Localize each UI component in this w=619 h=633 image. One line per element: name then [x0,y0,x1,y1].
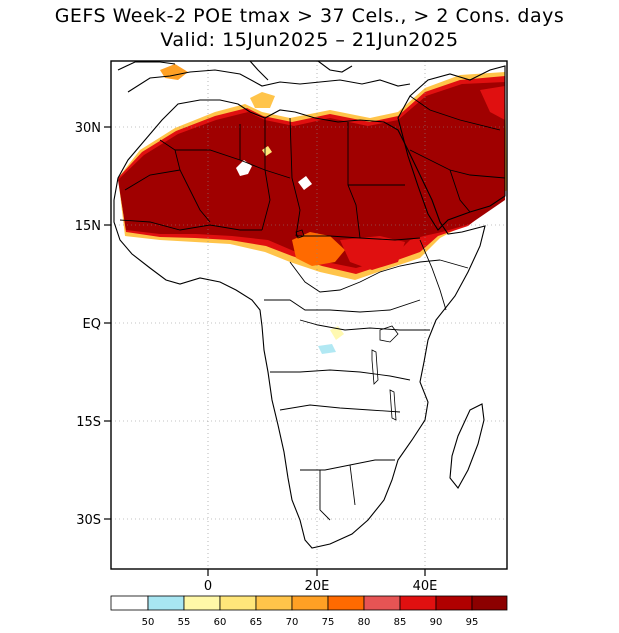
patch-congo-2 [318,344,336,354]
gap-tibesti [298,176,312,190]
lake-victoria [379,325,399,343]
italy-coast [249,61,269,81]
colorbar-label: 80 [358,617,371,628]
map-title-line1: GEFS Week-2 POE tmax > 37 Cels., > 2 Con… [54,5,565,27]
y-tick-label: 30N [75,121,101,136]
arabia-coastline [397,65,506,231]
y-tick-label: 30S [76,513,101,528]
colorbar-label: 70 [286,617,299,628]
colorbar-label: 85 [394,617,407,628]
lobe-sudan [340,236,405,270]
gap-hoggar [236,160,252,176]
map-title-line2: Valid: 15Jun2025 – 21Jun2025 [160,29,459,51]
colorbar-swatch [147,595,185,611]
probability-shading [118,64,507,354]
colorbar-swatch [291,595,329,611]
coast-libya [250,92,275,108]
colorbar-swatch [399,595,437,611]
colorbar-swatch [435,595,473,611]
gap-aa [262,146,272,156]
country-borders [119,95,506,521]
colorbar: 50 55 60 65 70 75 80 85 90 95 [110,595,508,628]
colorbar-label: 90 [430,617,443,628]
map-frame [110,60,508,570]
core-darkred [118,82,505,268]
colorbar-label: 60 [214,617,227,628]
lake-malawi [389,389,397,421]
colorbar-label: 95 [466,617,479,628]
colorbar-swatch [471,595,508,611]
colorbar-swatch [327,595,365,611]
lakes [295,229,399,421]
colorbar-swatch [255,595,293,611]
colorbar-swatch [110,595,149,611]
iberia-coast [117,61,176,71]
x-tick-label: 20E [305,579,330,594]
x-tick-label: 0 [204,579,212,594]
y-tick-label: 15N [75,219,101,234]
africa-coastline [113,99,486,549]
axis-ticks [104,126,426,576]
colorbar-label: 75 [322,617,335,628]
mediterranean-coast [127,69,411,93]
colorbar-label: 55 [178,617,191,628]
coastlines [113,61,506,549]
colorbar-swatch [219,595,257,611]
coast-arabia [480,86,505,120]
x-tick-label: 40E [413,579,438,594]
madagascar-coastline [449,403,485,489]
colorbar-swatch [363,595,401,611]
colorbar-swatch [183,595,221,611]
lake-chad [295,229,305,239]
greece-coast [317,61,353,73]
lake-tanganyika [371,349,379,385]
map-area [111,61,507,569]
y-tick-label: 15S [76,415,101,430]
colorbar-label: 50 [142,617,155,628]
colorbar-label: 65 [250,617,263,628]
lobe-chad [292,232,345,266]
gridlines [111,61,507,569]
y-tick-label: EQ [83,317,101,332]
